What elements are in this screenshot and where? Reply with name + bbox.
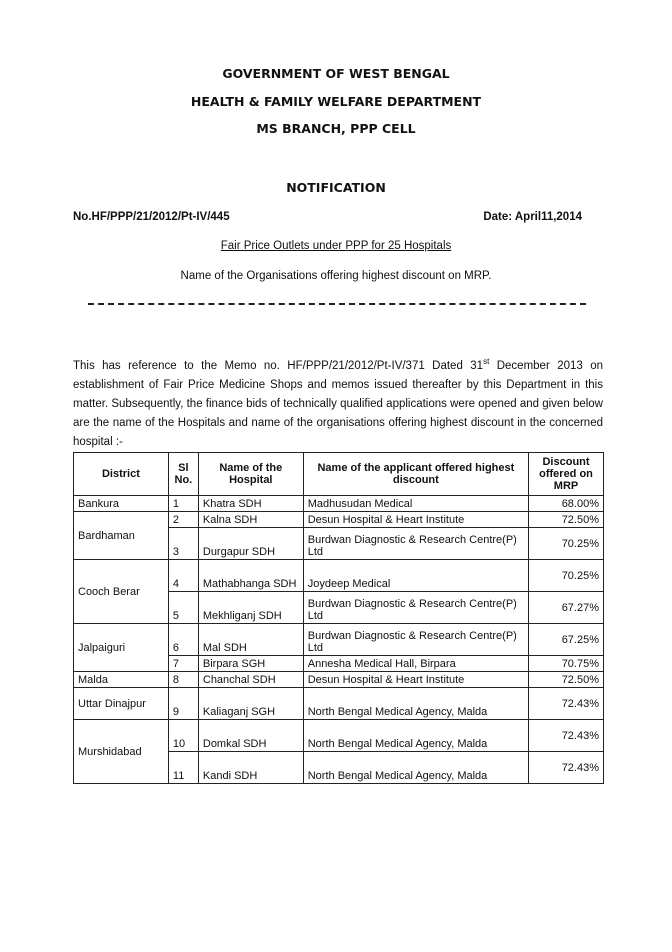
applicant-cell: Desun Hospital & Heart Institute <box>302 671 530 688</box>
discount-cell: 70.25% <box>528 527 604 560</box>
body-text: This has reference to the Memo no. HF/PP… <box>73 359 484 372</box>
district-cell: Uttar Dinajpur <box>73 687 169 720</box>
subtitle: Name of the Organisations offering highe… <box>180 270 492 282</box>
discount-cell: 70.75% <box>528 655 604 672</box>
hospital-cell: Kaliaganj SGH <box>197 687 304 720</box>
serial-cell: 6 <box>167 623 199 656</box>
discount-cell: 72.50% <box>528 671 604 688</box>
table-row: Bardhaman 2 Kalna SDH Desun Hospital & Hear… <box>73 511 604 560</box>
discount-table: District Sl No. Name of the Hospital Name o… <box>73 452 604 784</box>
superscript: st <box>483 357 490 366</box>
table-row: Cooch Berar 4 Mathabhanga SDH Joydeep Medic… <box>73 559 604 624</box>
body-text: December 2013 on establishment of Fair P… <box>73 359 603 448</box>
column-header: Name of the Hospital <box>197 452 304 496</box>
applicant-cell: Joydeep Medical <box>302 559 530 592</box>
serial-cell: 11 <box>167 751 199 784</box>
hospital-cell: Domkal SDH <box>197 719 304 752</box>
applicant-cell: Burdwan Diagnostic & Research Centre(P) … <box>302 527 530 560</box>
header-row: District Sl No. Name of the Hospital Name o… <box>73 452 604 496</box>
date: Date: April11,2014 <box>483 211 582 223</box>
discount-cell: 72.50% <box>528 511 604 528</box>
table-row: 5 Mekhliganj SDH Burdwan Diagnostic & Rese… <box>74 591 604 624</box>
column-header: Sl No. <box>167 452 199 496</box>
column-header: Name of the applicant offered highest di… <box>302 452 530 496</box>
discount-cell: 68.00% <box>528 495 604 512</box>
column-header: District <box>73 452 169 496</box>
table-row: Malda 8 Chanchal SDH Desun Hospital & Heart… <box>73 671 604 688</box>
table-row: 11 Kandi SDH North Bengal Medical Agency, … <box>74 751 604 784</box>
hospital-cell: Kandi SDH <box>197 751 304 784</box>
table-row: Jalpaiguri 6 Mal SDH Burdwan Diagnostic & R… <box>73 623 604 672</box>
district-cell: Murshidabad <box>73 719 169 784</box>
separator <box>88 303 586 305</box>
district-cell: Bankura <box>73 495 169 512</box>
applicant-cell: Burdwan Diagnostic & Research Centre(P) … <box>302 591 530 624</box>
hospital-cell: Chanchal SDH <box>197 671 304 688</box>
applicant-cell: Annesha Medical Hall, Birpara <box>302 655 530 672</box>
serial-cell: 4 <box>167 559 199 592</box>
header-line: HEALTH & FAMILY WELFARE DEPARTMENT <box>190 94 482 109</box>
hospital-cell: Mathabhanga SDH <box>197 559 304 592</box>
applicant-cell: Burdwan Diagnostic & Research Centre(P) … <box>302 623 530 656</box>
serial-cell: 10 <box>167 719 199 752</box>
serial-cell: 8 <box>167 671 199 688</box>
discount-cell: 67.27% <box>528 591 604 624</box>
serial-cell: 1 <box>167 495 199 512</box>
discount-cell: 67.25% <box>528 623 604 656</box>
subject: Fair Price Outlets under PPP for 25 Hosp… <box>220 240 452 252</box>
table-row: 7 Birpara SGH Annesha Medical Hall, Birpar… <box>74 655 604 672</box>
serial-cell: 7 <box>167 655 199 672</box>
hospital-cell: Mal SDH <box>197 623 304 656</box>
table-row: Bankura 1 Khatra SDH Madhusudan Medical 68.0… <box>73 495 604 512</box>
table-row: 3 Durgapur SDH Burdwan Diagnostic & Resear… <box>74 527 604 560</box>
serial-cell: 2 <box>167 511 199 528</box>
district-cell: Bardhaman <box>73 511 169 560</box>
applicant-cell: North Bengal Medical Agency, Malda <box>302 719 530 752</box>
applicant-cell: Madhusudan Medical <box>302 495 530 512</box>
hospital-cell: Mekhliganj SDH <box>197 591 304 624</box>
discount-cell: 72.43% <box>528 719 604 752</box>
serial-cell: 5 <box>167 591 199 624</box>
district-cell: Jalpaiguri <box>73 623 169 672</box>
applicant-cell: North Bengal Medical Agency, Malda <box>302 751 530 784</box>
district-cell: Malda <box>73 671 169 688</box>
district-cell: Cooch Berar <box>73 559 169 624</box>
serial-cell: 3 <box>167 527 199 560</box>
body-paragraph: This has reference to the Memo no. HF/PP… <box>73 352 603 452</box>
serial-cell: 9 <box>167 687 199 720</box>
notification-title: NOTIFICATION <box>286 180 386 195</box>
header-line: MS BRANCH, PPP CELL <box>256 121 416 136</box>
column-header: Discount offered on MRP <box>528 452 604 496</box>
hospital-cell: Durgapur SDH <box>197 527 304 560</box>
hospital-cell: Kalna SDH <box>197 511 304 528</box>
table-row: Uttar Dinajpur 9 Kaliaganj SGH North Bengal… <box>73 687 604 720</box>
applicant-cell: North Bengal Medical Agency, Malda <box>302 687 530 720</box>
hospital-cell: Khatra SDH <box>197 495 304 512</box>
header-line: GOVERNMENT OF WEST BENGAL <box>222 66 450 81</box>
discount-cell: 70.25% <box>528 559 604 592</box>
hospital-cell: Birpara SGH <box>197 655 304 672</box>
discount-cell: 72.43% <box>528 687 604 720</box>
discount-cell: 72.43% <box>528 751 604 784</box>
table-row: Murshidabad 10 Domkal SDH North Bengal Medi… <box>73 719 604 784</box>
applicant-cell: Desun Hospital & Heart Institute <box>302 511 530 528</box>
memo-number: No.HF/PPP/21/2012/Pt-IV/445 <box>73 211 230 223</box>
